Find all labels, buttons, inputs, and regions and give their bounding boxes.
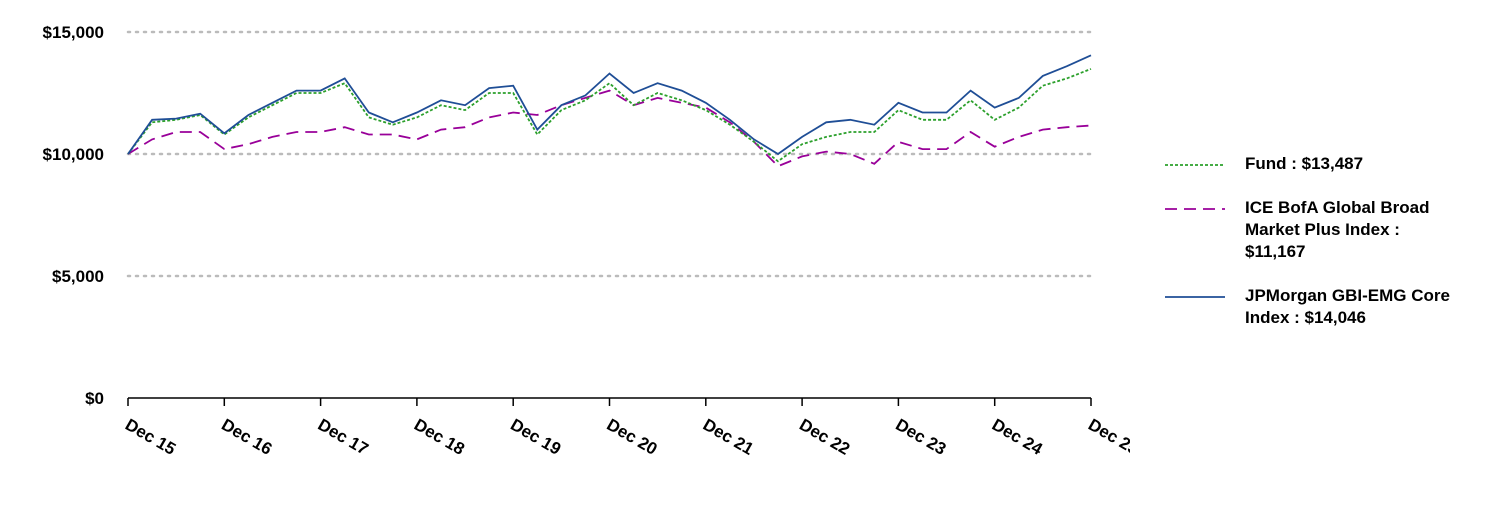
- legend-swatch: [1165, 164, 1225, 166]
- x-tick-label: Dec 15: [122, 415, 179, 459]
- series-line: [127, 68, 1092, 163]
- y-tick-label: $0: [85, 389, 104, 408]
- legend-item: JPMorgan GBI-EMG Core Index : $14,046: [1165, 285, 1475, 329]
- y-tick-label: $10,000: [43, 145, 104, 164]
- legend-item: ICE BofA Global Broad Market Plus Index …: [1165, 197, 1475, 263]
- x-tick-label: Dec 24: [989, 415, 1046, 459]
- legend-label: Fund : $13,487: [1245, 154, 1364, 173]
- x-tick-label: Dec 25: [1085, 415, 1130, 459]
- legend-label: JPMorgan GBI-EMG Core Index : $14,046: [1245, 286, 1450, 327]
- x-tick-label: Dec 17: [315, 415, 372, 459]
- legend-swatch: [1165, 208, 1225, 210]
- x-tick-label: Dec 21: [700, 415, 757, 459]
- y-tick-label: $15,000: [43, 23, 104, 42]
- x-tick-label: Dec 19: [507, 415, 564, 459]
- x-tick-label: Dec 16: [218, 415, 275, 459]
- legend-label: ICE BofA Global Broad Market Plus Index …: [1245, 198, 1430, 261]
- x-tick-label: Dec 20: [604, 415, 661, 459]
- x-tick-label: Dec 18: [411, 415, 468, 459]
- y-tick-label: $5,000: [52, 267, 104, 286]
- series-line: [127, 89, 1092, 168]
- series-line: [127, 54, 1092, 156]
- legend-item: Fund : $13,487: [1165, 153, 1475, 175]
- legend: Fund : $13,487 ICE BofA Global Broad Mark…: [1165, 153, 1475, 351]
- x-tick-label: Dec 22: [796, 415, 853, 459]
- x-tick-label: Dec 23: [892, 415, 949, 459]
- legend-swatch: [1165, 296, 1225, 298]
- chart: $0 $5,000 $10,000 $15,000 Dec 15 Dec 16 Dec 17…: [43, 23, 1130, 459]
